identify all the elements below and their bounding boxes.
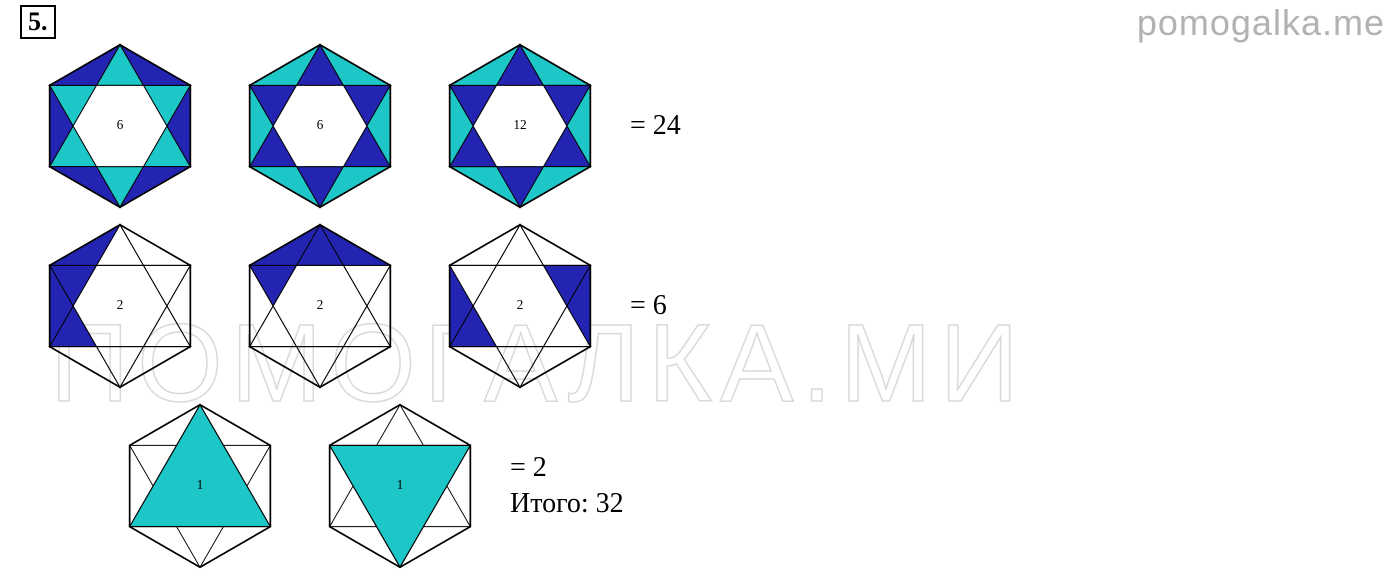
watermark-link: pomogalka.me — [1137, 2, 1385, 44]
hexagon-diagram: 1 — [300, 400, 500, 572]
svg-text:1: 1 — [397, 477, 404, 492]
hexagon-diagram: 12 — [420, 40, 620, 212]
svg-text:6: 6 — [317, 117, 324, 132]
problem-number: 5. — [28, 7, 48, 36]
svg-text:2: 2 — [517, 297, 524, 312]
hexagon-diagram: 1 — [100, 400, 300, 572]
row-result-text: = 6 — [630, 288, 667, 324]
svg-text:6: 6 — [117, 117, 124, 132]
svg-text:12: 12 — [513, 117, 526, 132]
svg-text:2: 2 — [317, 297, 324, 312]
svg-text:1: 1 — [197, 477, 204, 492]
row-result-text: = 2Итого: 32 — [510, 450, 624, 523]
hexagon-diagram: 6 — [20, 40, 220, 212]
diagram-row: 6 6 12 = 24 — [20, 40, 681, 212]
hexagon-diagram: 6 — [220, 40, 420, 212]
diagram-row: 2 2 2 = 6 — [20, 220, 681, 392]
problem-number-box: 5. — [20, 5, 56, 39]
hexagon-diagram: 2 — [220, 220, 420, 392]
diagram-rows: 6 6 12 = 24 2 2 2 = 6 1 1 = 2Итого: 32 — [20, 40, 681, 580]
diagram-row: 1 1 = 2Итого: 32 — [20, 400, 681, 572]
hexagon-diagram: 2 — [420, 220, 620, 392]
row-result-text: = 24 — [630, 108, 681, 144]
svg-text:2: 2 — [117, 297, 124, 312]
hexagon-diagram: 2 — [20, 220, 220, 392]
